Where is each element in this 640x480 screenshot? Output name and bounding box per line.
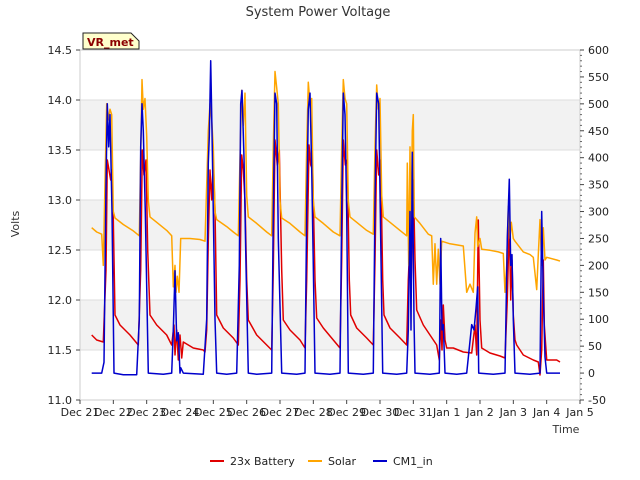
right-tick-label: 200 — [588, 259, 609, 272]
right-tick-label: 550 — [588, 71, 609, 84]
band — [80, 300, 580, 350]
x-tick-label: Dec 30 — [361, 406, 400, 419]
right-tick-label: 150 — [588, 286, 609, 299]
x-tick-label: Jan 4 — [532, 406, 560, 419]
x-tick-label: Dec 23 — [127, 406, 166, 419]
right-tick-label: 0 — [588, 367, 595, 380]
x-tick-label: Jan 5 — [565, 406, 593, 419]
vr-met-badge: VR_met — [82, 32, 140, 50]
x-axis-label: Time — [552, 423, 580, 436]
background-bands — [80, 100, 580, 350]
x-tick-label: Jan 2 — [465, 406, 493, 419]
right-tick-label: 250 — [588, 232, 609, 245]
x-tick-label: Jan 1 — [432, 406, 460, 419]
left-tick-label: 12.5 — [48, 244, 73, 257]
left-tick-label: 14.0 — [48, 94, 73, 107]
x-tick-label: Dec 31 — [394, 406, 433, 419]
x-tick-label: Jan 3 — [499, 406, 527, 419]
x-tick-label: Dec 21 — [61, 406, 100, 419]
series-line — [91, 70, 561, 294]
left-tick-label: 14.5 — [48, 44, 73, 57]
x-tick-label: Dec 22 — [94, 406, 133, 419]
series-line — [91, 60, 560, 376]
right-tick-label: 600 — [588, 44, 609, 57]
left-tick-label: 11.5 — [48, 344, 73, 357]
left-tick-label: 12.0 — [48, 294, 73, 307]
badge-box — [82, 32, 140, 50]
right-tick-label: 450 — [588, 125, 609, 138]
right-tick-label: -50 — [588, 394, 606, 407]
plot-frame — [79, 49, 581, 401]
left-tick-label: 13.0 — [48, 194, 73, 207]
right-tick-label: 300 — [588, 206, 609, 219]
x-tick-label: Dec 28 — [294, 406, 333, 419]
x-tick-label: Dec 26 — [227, 406, 266, 419]
x-tick-label: Dec 24 — [161, 406, 200, 419]
legend-label: Solar — [328, 455, 357, 468]
x-tick-label: Dec 27 — [261, 406, 300, 419]
left-tick-label: 13.5 — [48, 144, 73, 157]
legend-label: 23x Battery — [230, 455, 295, 468]
left-axis: 11.0 11.5 12.0 12.5 13.0 13.5 14.0 14.5 — [48, 44, 80, 407]
right-tick-label: 500 — [588, 98, 609, 111]
right-tick-label: 50 — [588, 340, 602, 353]
badge-text: VR_met — [87, 36, 134, 49]
y-axis-label: Volts — [9, 210, 22, 237]
left-tick-label: 11.0 — [48, 394, 73, 407]
x-tick-label: Dec 25 — [194, 406, 233, 419]
legend-label: CM1_in — [393, 455, 433, 468]
right-tick-label: 100 — [588, 313, 609, 326]
band — [80, 200, 580, 250]
right-tick-label: 400 — [588, 152, 609, 165]
legend: 23x Battery Solar CM1_in — [210, 455, 433, 468]
band — [80, 100, 580, 150]
x-tick-label: Dec 29 — [327, 406, 366, 419]
chart-title: System Power Voltage — [246, 5, 391, 20]
right-tick-label: 350 — [588, 179, 609, 192]
right-axis: -50 0 50 100 150 200 250 300 350 400 450 500 550 600 — [580, 44, 609, 407]
series-layer — [91, 60, 561, 376]
